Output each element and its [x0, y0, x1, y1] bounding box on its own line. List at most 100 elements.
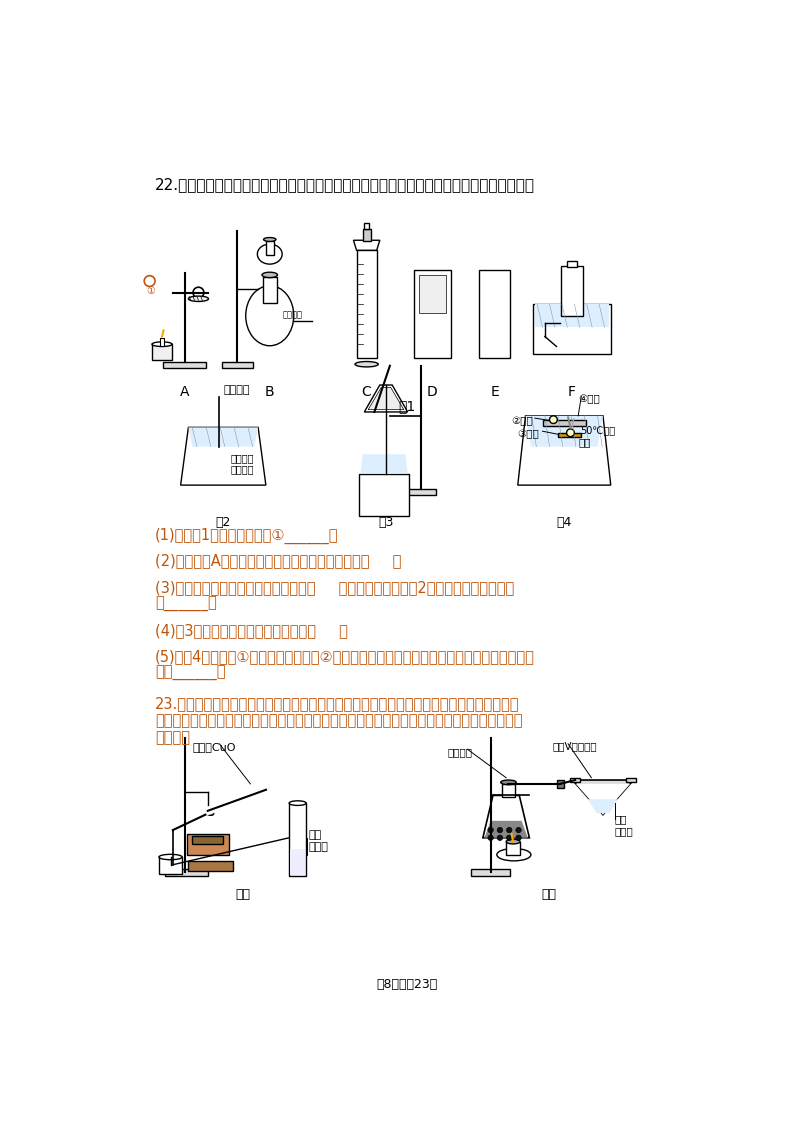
Text: (5)如图4所示，由①处的白磷不燃烧，②处的白磷燃烧的现象，说明可燃物燃烧需要满足的条: (5)如图4所示，由①处的白磷不燃烧，②处的白磷燃烧的现象，说明可燃物燃烧需要满…	[155, 649, 535, 664]
Bar	[192, 837, 223, 843]
Text: ①: ①	[147, 285, 156, 295]
Bar	[222, 362, 252, 368]
Bar	[542, 420, 586, 426]
Polygon shape	[534, 304, 611, 354]
Ellipse shape	[262, 272, 277, 277]
Polygon shape	[483, 795, 530, 838]
Bar	[359, 474, 409, 515]
Text: 22.　通过对化学的学习，你已掌握了实验室制取气体的有关规律，请结合图回答有关问题：: 22. 通过对化学的学习，你已掌握了实验室制取气体的有关规律，请结合图回答有关问…	[155, 177, 535, 192]
Bar	[357, 250, 376, 358]
Text: 黑色粉末: 黑色粉末	[448, 747, 473, 757]
Ellipse shape	[506, 839, 520, 843]
Ellipse shape	[152, 341, 172, 347]
Text: 澄清
石灰水: 澄清 石灰水	[309, 830, 329, 851]
Circle shape	[497, 828, 503, 833]
Ellipse shape	[497, 849, 531, 861]
Text: 置（图甲），又能用改进的微型实验装置（图乙）。某化学兴趣小组采用图乙装置，开展以下探: 置（图甲），又能用改进的微型实验装置（图乙）。某化学兴趣小组采用图乙装置，开展以…	[155, 713, 522, 728]
Ellipse shape	[188, 296, 209, 301]
Bar	[567, 261, 577, 267]
Bar	[472, 868, 510, 876]
Polygon shape	[360, 455, 407, 474]
Bar	[414, 270, 451, 358]
Text: 件是______。: 件是______。	[155, 666, 225, 682]
Ellipse shape	[263, 788, 269, 792]
Circle shape	[549, 416, 557, 423]
Bar	[266, 241, 274, 255]
Text: 多孔隔板: 多孔隔板	[282, 310, 303, 319]
Text: F: F	[568, 385, 576, 399]
Bar	[289, 803, 306, 876]
Bar	[159, 857, 182, 874]
Ellipse shape	[264, 238, 276, 241]
Text: (1)写出图1标号仓器名称：①______。: (1)写出图1标号仓器名称：①______。	[155, 528, 338, 544]
Bar	[418, 275, 446, 313]
Bar	[152, 345, 172, 359]
Text: B: B	[265, 385, 275, 399]
Bar	[626, 778, 635, 783]
Polygon shape	[484, 821, 528, 838]
Bar	[160, 338, 164, 346]
Circle shape	[488, 836, 493, 840]
Bar	[558, 432, 581, 437]
Bar	[163, 362, 206, 368]
Ellipse shape	[205, 810, 214, 815]
Text: ③白磷: ③白磷	[518, 430, 539, 440]
Ellipse shape	[159, 855, 182, 860]
Bar	[364, 223, 369, 229]
Polygon shape	[572, 780, 634, 814]
Circle shape	[497, 836, 503, 840]
Polygon shape	[188, 428, 258, 447]
Bar	[165, 868, 208, 876]
Ellipse shape	[245, 285, 294, 346]
Bar	[479, 270, 510, 358]
Polygon shape	[180, 428, 266, 485]
Text: ④红磷: ④红磷	[578, 394, 600, 404]
Text: D: D	[427, 385, 437, 399]
Text: ②白磷: ②白磷	[511, 417, 534, 427]
Polygon shape	[518, 416, 611, 485]
Ellipse shape	[289, 801, 306, 805]
Text: 是______。: 是______。	[155, 596, 217, 612]
Polygon shape	[576, 784, 630, 814]
Bar	[557, 780, 565, 787]
Bar	[506, 842, 520, 856]
Text: 木炭和CuO: 木炭和CuO	[192, 741, 236, 751]
Polygon shape	[290, 849, 306, 875]
Polygon shape	[353, 240, 380, 250]
Text: (2)实验室用A装置制取氧气，该反应的化学方程式为     。: (2)实验室用A装置制取氧气，该反应的化学方程式为 。	[155, 554, 402, 568]
Polygon shape	[526, 416, 603, 447]
Polygon shape	[535, 304, 609, 327]
Circle shape	[516, 828, 521, 833]
Bar	[263, 277, 277, 303]
Text: 图4: 图4	[557, 515, 572, 529]
Bar	[363, 229, 371, 241]
Text: (4)图3是进行的操作中，玻璃棒的作用     。: (4)图3是进行的操作中，玻璃棒的作用 。	[155, 623, 348, 638]
Text: 图2: 图2	[215, 515, 231, 529]
Circle shape	[516, 836, 521, 840]
Text: 23.　我国早在五千年前就会使用木炭炼铜。在化学实验室里模拟炼铜，既可用传统的实验装: 23. 我国早在五千年前就会使用木炭炼铜。在化学实验室里模拟炼铜，既可用传统的实…	[155, 696, 519, 711]
Polygon shape	[364, 385, 407, 412]
Text: 澄清
石灰水: 澄清 石灰水	[615, 814, 634, 837]
Text: 第8页，全23页: 第8页，全23页	[376, 978, 437, 990]
Text: 究活动。: 究活动。	[155, 730, 190, 745]
Text: 二氧化碳: 二氧化碳	[223, 385, 250, 395]
Text: 图1: 图1	[399, 399, 415, 413]
Text: 图乙: 图乙	[542, 888, 557, 901]
Ellipse shape	[257, 244, 282, 264]
Circle shape	[145, 275, 155, 286]
Text: A: A	[179, 385, 189, 399]
Bar	[188, 861, 233, 870]
Text: 滴有石蕊
溶液的水: 滴有石蕊 溶液的水	[231, 453, 255, 474]
Bar	[187, 834, 229, 856]
Circle shape	[488, 828, 493, 833]
Text: E: E	[490, 385, 499, 399]
Bar	[503, 784, 515, 797]
Text: (3)实验室制取二氧化碳的化学方程式是     ，用二氧化碳做如图2实验，可观察到的现象: (3)实验室制取二氧化碳的化学方程式是 ，用二氧化碳做如图2实验，可观察到的现象	[155, 579, 515, 595]
Bar	[570, 778, 580, 783]
Circle shape	[507, 828, 512, 833]
Circle shape	[567, 429, 574, 437]
Circle shape	[507, 836, 512, 840]
Bar	[561, 266, 583, 316]
Ellipse shape	[501, 780, 516, 785]
Text: 图3: 图3	[378, 515, 394, 529]
